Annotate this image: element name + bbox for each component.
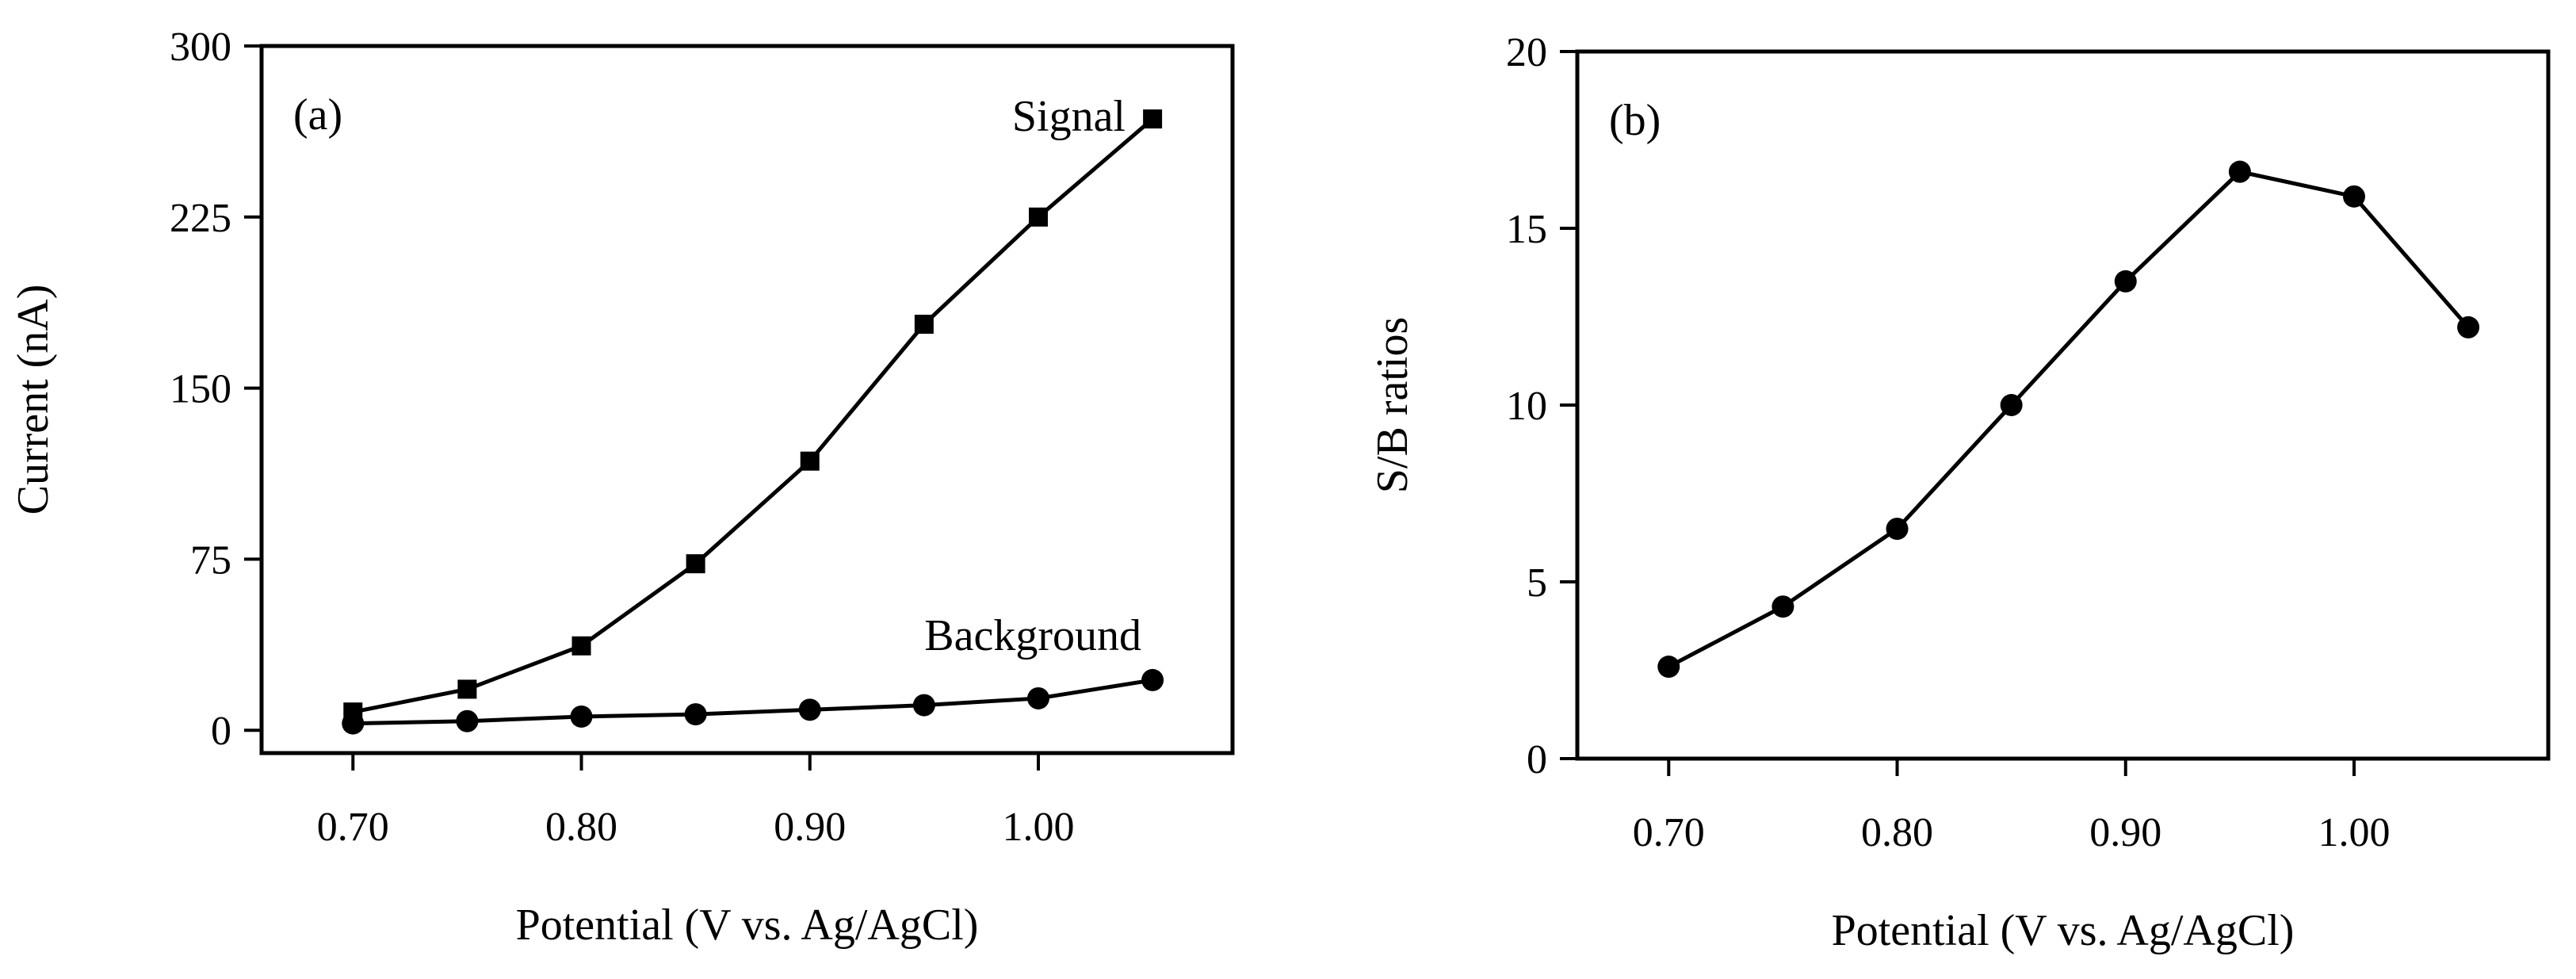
chart-a-x-tick-label: 0.90: [774, 805, 846, 850]
chart-a-data-point-circle: [1027, 686, 1049, 709]
chart-b-data-point-circle: [1771, 595, 1794, 618]
chart-a-data-point-square: [914, 315, 934, 335]
chart-b-data-point-circle: [2114, 270, 2137, 293]
chart-b-plot-frame: [1575, 49, 2551, 761]
chart-a-y-axis-label: Current (nA): [9, 285, 58, 515]
chart-a-data-point-square: [686, 554, 705, 574]
chart-b-data-point-circle: [2457, 315, 2480, 338]
chart-a-data-point-circle: [1141, 668, 1164, 691]
chart-b-y-tick-label: 0: [1527, 737, 1547, 782]
chart-a-y-tick-label: 150: [170, 367, 231, 412]
chart-b-series-line: [1668, 169, 2471, 669]
chart-b-x-tick-label: 0.90: [2089, 810, 2161, 855]
chart-a-x-axis-label: Potential (V vs. Ag/AgCl): [516, 901, 979, 950]
chart-a-x-tick-label: 0.70: [317, 805, 389, 850]
chart-a-y-tick-label: 0: [211, 709, 231, 754]
chart-a-data-point-circle: [570, 705, 593, 728]
chart-b-y-tick-label: 20: [1506, 30, 1547, 75]
chart-a-series-line: [352, 117, 1154, 714]
chart-a-data-point-circle: [912, 694, 935, 717]
chart-a-data-point-circle: [798, 698, 821, 721]
chart-a-series-label: Signal: [1012, 92, 1126, 141]
chart-a-x-tick-label: 1.00: [1003, 805, 1075, 850]
chart-b-x-tick-label: 0.80: [1861, 810, 1933, 855]
chart-a-y-tick-label: 75: [190, 537, 231, 583]
chart-panel-b: 0.70 0.80 0.90 1.00 0 5 10 15 20 Potential (V vs.…: [1368, 30, 2551, 955]
chart-a-data-point-circle: [684, 703, 707, 726]
chart-b-y-tick-label: 5: [1527, 560, 1547, 606]
chart-panel-a: 0.70 0.80 0.90 1.00 0 75 150 225 300 Potential (V…: [9, 25, 1235, 950]
chart-b-data-point-circle: [2000, 394, 2023, 416]
chart-a-y-tick-label: 225: [170, 196, 231, 241]
chart-a-data-point-circle: [456, 709, 479, 732]
chart-a-x-tick-label: 0.80: [545, 805, 617, 850]
chart-b-x-tick-label: 0.70: [1633, 810, 1705, 855]
chart-a-y-tick-label: 300: [170, 25, 231, 70]
chart-b-x-tick-label: 1.00: [2318, 810, 2391, 855]
chart-b-data-point-circle: [2228, 160, 2251, 183]
chart-a-data-point-square: [800, 451, 820, 471]
chart-b-data-point-circle: [1886, 518, 1909, 541]
chart-b-x-axis-label: Potential (V vs. Ag/AgCl): [1832, 906, 2295, 955]
chart-a-series-line: [353, 678, 1153, 726]
chart-b-y-axis-label: S/B ratios: [1368, 317, 1417, 493]
chart-a-panel-label: (a): [293, 90, 342, 140]
chart-a-data-point-square: [571, 636, 591, 656]
chart-b-panel-label: (b): [1609, 96, 1661, 145]
chart-b-y-tick-label: 15: [1506, 207, 1547, 252]
chart-b-data-point-circle: [1657, 656, 1680, 679]
chart-b-y-tick-label: 10: [1506, 384, 1547, 429]
chart-a-series-label: Background: [924, 611, 1141, 660]
chart-a-data-point-circle: [342, 712, 365, 735]
chart-a-data-point-square: [1143, 109, 1163, 129]
chart-a-data-point-square: [457, 679, 477, 699]
chart-a-data-point-square: [1029, 207, 1048, 227]
chart-a-plot-frame: [259, 44, 1235, 755]
chart-b-data-point-circle: [2343, 185, 2365, 208]
